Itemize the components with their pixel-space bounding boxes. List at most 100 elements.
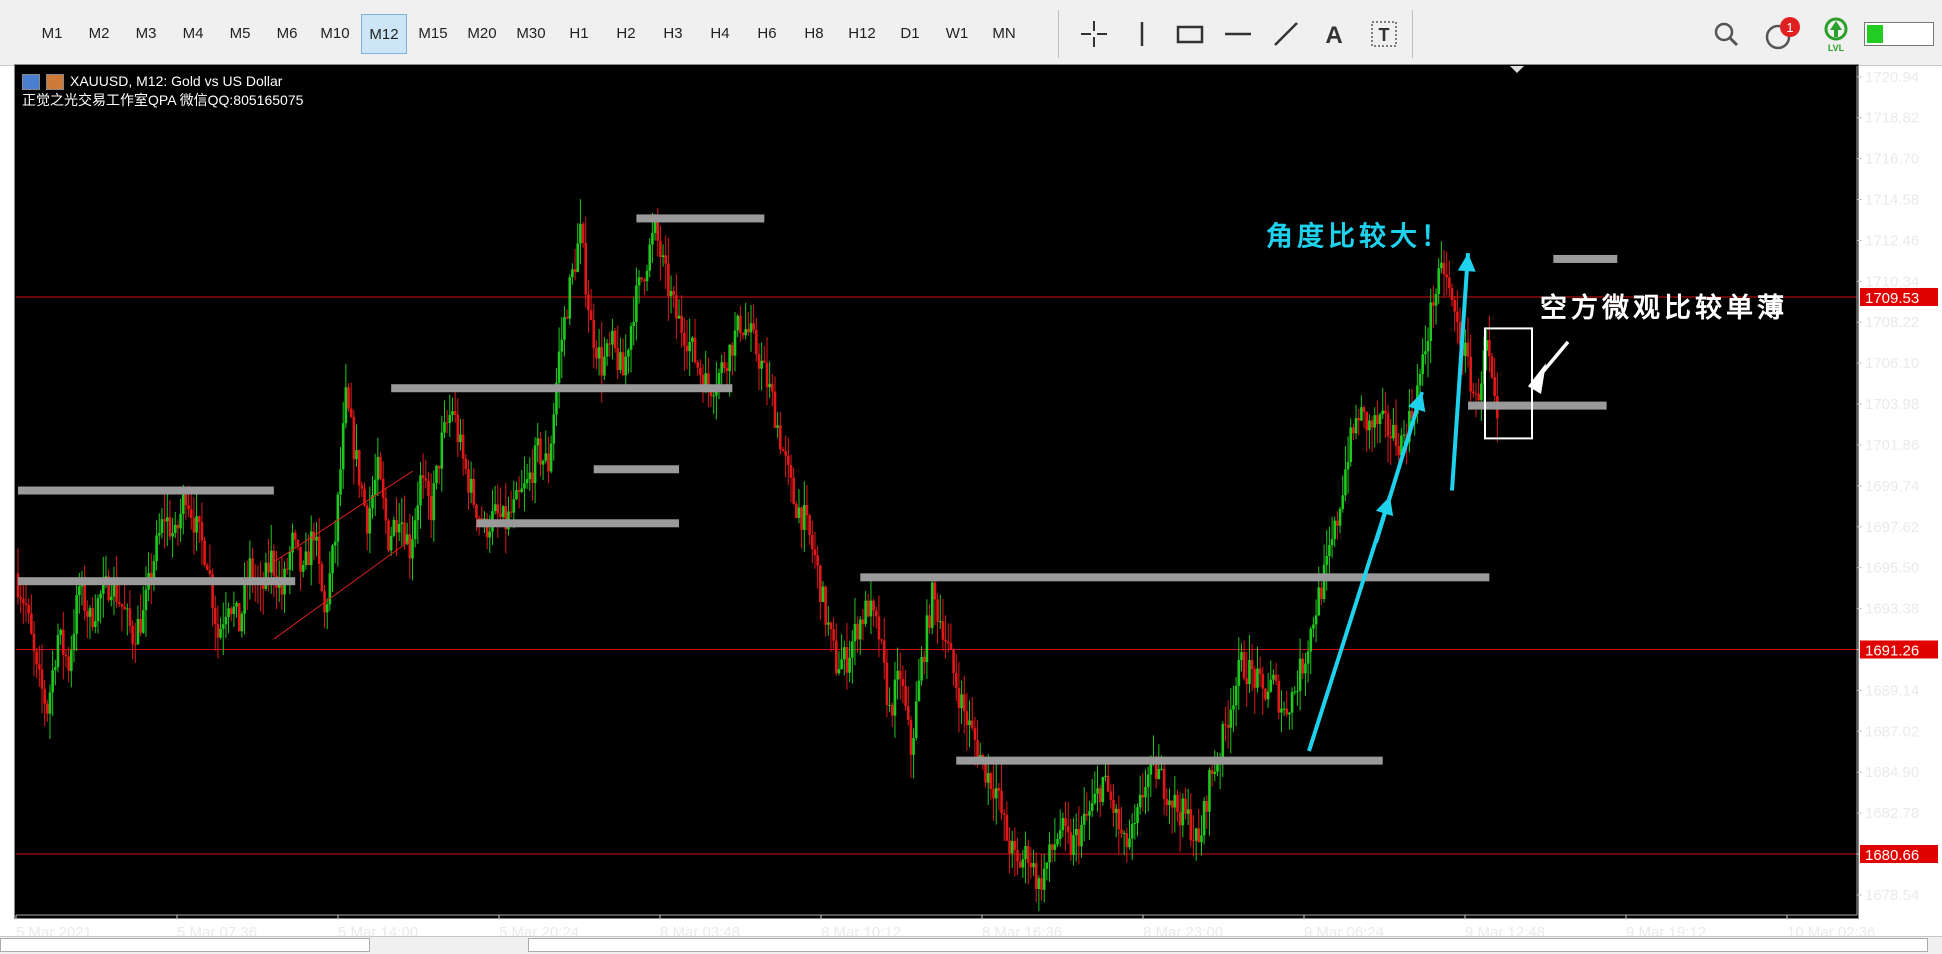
candle-body	[1301, 658, 1305, 674]
candle-body	[992, 789, 995, 799]
timeframe-m2[interactable]: M2	[88, 25, 110, 42]
candle-body	[272, 550, 276, 576]
candle-body	[797, 507, 801, 518]
timeframe-w1[interactable]: W1	[945, 25, 969, 42]
timeframe-h1[interactable]: H1	[569, 25, 589, 42]
timeframe-m1[interactable]: M1	[41, 25, 63, 42]
timeframe-m15[interactable]: M15	[418, 25, 448, 42]
timeframe-m3[interactable]: M3	[135, 25, 157, 42]
candle-body	[1048, 844, 1051, 863]
timeframe-m30[interactable]: M30	[516, 25, 546, 42]
candle-body	[571, 269, 574, 278]
candle-body	[874, 610, 878, 617]
candle-body	[24, 603, 28, 605]
candle-body	[563, 317, 566, 340]
candle-body	[792, 477, 795, 505]
candle-body	[1290, 692, 1294, 713]
price-tick-label: 1695.50	[1865, 560, 1919, 577]
candle-body	[1069, 832, 1073, 856]
candle-body	[413, 520, 417, 540]
candle-body	[128, 608, 132, 626]
candle-body	[309, 531, 313, 566]
vertical-line-icon[interactable]	[1122, 14, 1162, 54]
chart-window[interactable]	[14, 64, 1859, 919]
timeframe-h3[interactable]: H3	[663, 25, 683, 42]
toolbar-separator	[1412, 10, 1413, 58]
candle-body	[477, 518, 481, 520]
candle-body	[125, 608, 129, 610]
candle-body	[179, 513, 182, 529]
candle-body	[448, 415, 452, 423]
candle-body	[1304, 663, 1307, 674]
chart-tab[interactable]	[0, 938, 370, 952]
rectangle-icon[interactable]	[1170, 14, 1210, 54]
text-icon[interactable]: A	[1314, 14, 1354, 54]
notifications-icon[interactable]: 1	[1760, 14, 1800, 54]
candle-body	[176, 524, 180, 529]
candle-body	[920, 656, 923, 681]
horizontal-line-icon[interactable]	[1218, 14, 1258, 54]
candle-body	[371, 494, 374, 509]
candle-body	[251, 558, 254, 580]
text-label-icon[interactable]: T	[1364, 14, 1404, 54]
crosshair-icon[interactable]	[1074, 14, 1114, 54]
candle-body	[440, 432, 444, 469]
candle-body	[858, 619, 862, 640]
candle-body	[27, 604, 30, 614]
candle-body	[459, 434, 462, 443]
lvl-signal-icon[interactable]: LVL	[1816, 14, 1856, 54]
candle-body	[954, 673, 958, 689]
candle-body	[728, 344, 731, 372]
candle-body	[795, 504, 798, 518]
candle-body	[1005, 814, 1009, 841]
candle-body	[925, 615, 929, 663]
toolbar: M1 M2 M3 M4 M5 M6 M10 M12 M15 M20 M30 H1 H2 H3 H4 H6 H8 H…	[0, 0, 1942, 66]
timeframe-m6[interactable]: M6	[276, 25, 298, 42]
timeframe-m20[interactable]: M20	[467, 25, 497, 42]
candle-body	[120, 603, 124, 607]
timeframe-mn[interactable]: MN	[992, 25, 1016, 42]
price-tick-label: 1693.38	[1865, 601, 1919, 618]
timeframe-h2[interactable]: H2	[616, 25, 636, 42]
candle-body	[1309, 628, 1313, 652]
candle-body	[419, 475, 422, 506]
candle-body	[1240, 652, 1243, 661]
horizontal-scrollbar[interactable]	[528, 938, 1928, 952]
candle-body	[1162, 768, 1166, 799]
candle-body	[1058, 830, 1062, 840]
candle-body	[136, 618, 140, 645]
candle-body	[579, 223, 582, 244]
candle-body	[595, 348, 598, 359]
candle-body	[349, 408, 353, 417]
candle-body	[331, 545, 334, 574]
candle-body	[880, 639, 883, 641]
search-icon[interactable]	[1706, 14, 1746, 54]
candle-body	[965, 711, 969, 726]
candle-body	[1456, 311, 1459, 323]
timeframe-h6[interactable]: H6	[757, 25, 777, 42]
timeframe-h12[interactable]: H12	[848, 25, 876, 42]
chart-window-icon	[22, 73, 40, 90]
candle-body	[101, 580, 105, 594]
timeframe-d1[interactable]: D1	[900, 25, 920, 42]
candle-body	[453, 411, 457, 415]
timeframe-m5[interactable]: M5	[229, 25, 251, 42]
timeframe-m4[interactable]: M4	[182, 25, 204, 42]
candle-body	[613, 330, 617, 349]
timeframe-m10[interactable]: M10	[320, 25, 350, 42]
candle-body	[163, 519, 166, 522]
candle-body	[1093, 793, 1097, 804]
support-resistance-line	[18, 577, 296, 586]
candle-body	[88, 608, 92, 617]
timeframe-h8[interactable]: H8	[804, 25, 824, 42]
candle-body	[725, 368, 729, 372]
candle-body	[829, 622, 833, 630]
candle-body	[467, 469, 470, 493]
timeframe-h4[interactable]: H4	[710, 25, 730, 42]
trendline-icon[interactable]	[1266, 14, 1306, 54]
candle-body	[493, 504, 497, 512]
timeframe-m12[interactable]: M12	[361, 14, 407, 54]
candle-body	[355, 450, 358, 460]
candle-body	[115, 580, 118, 602]
